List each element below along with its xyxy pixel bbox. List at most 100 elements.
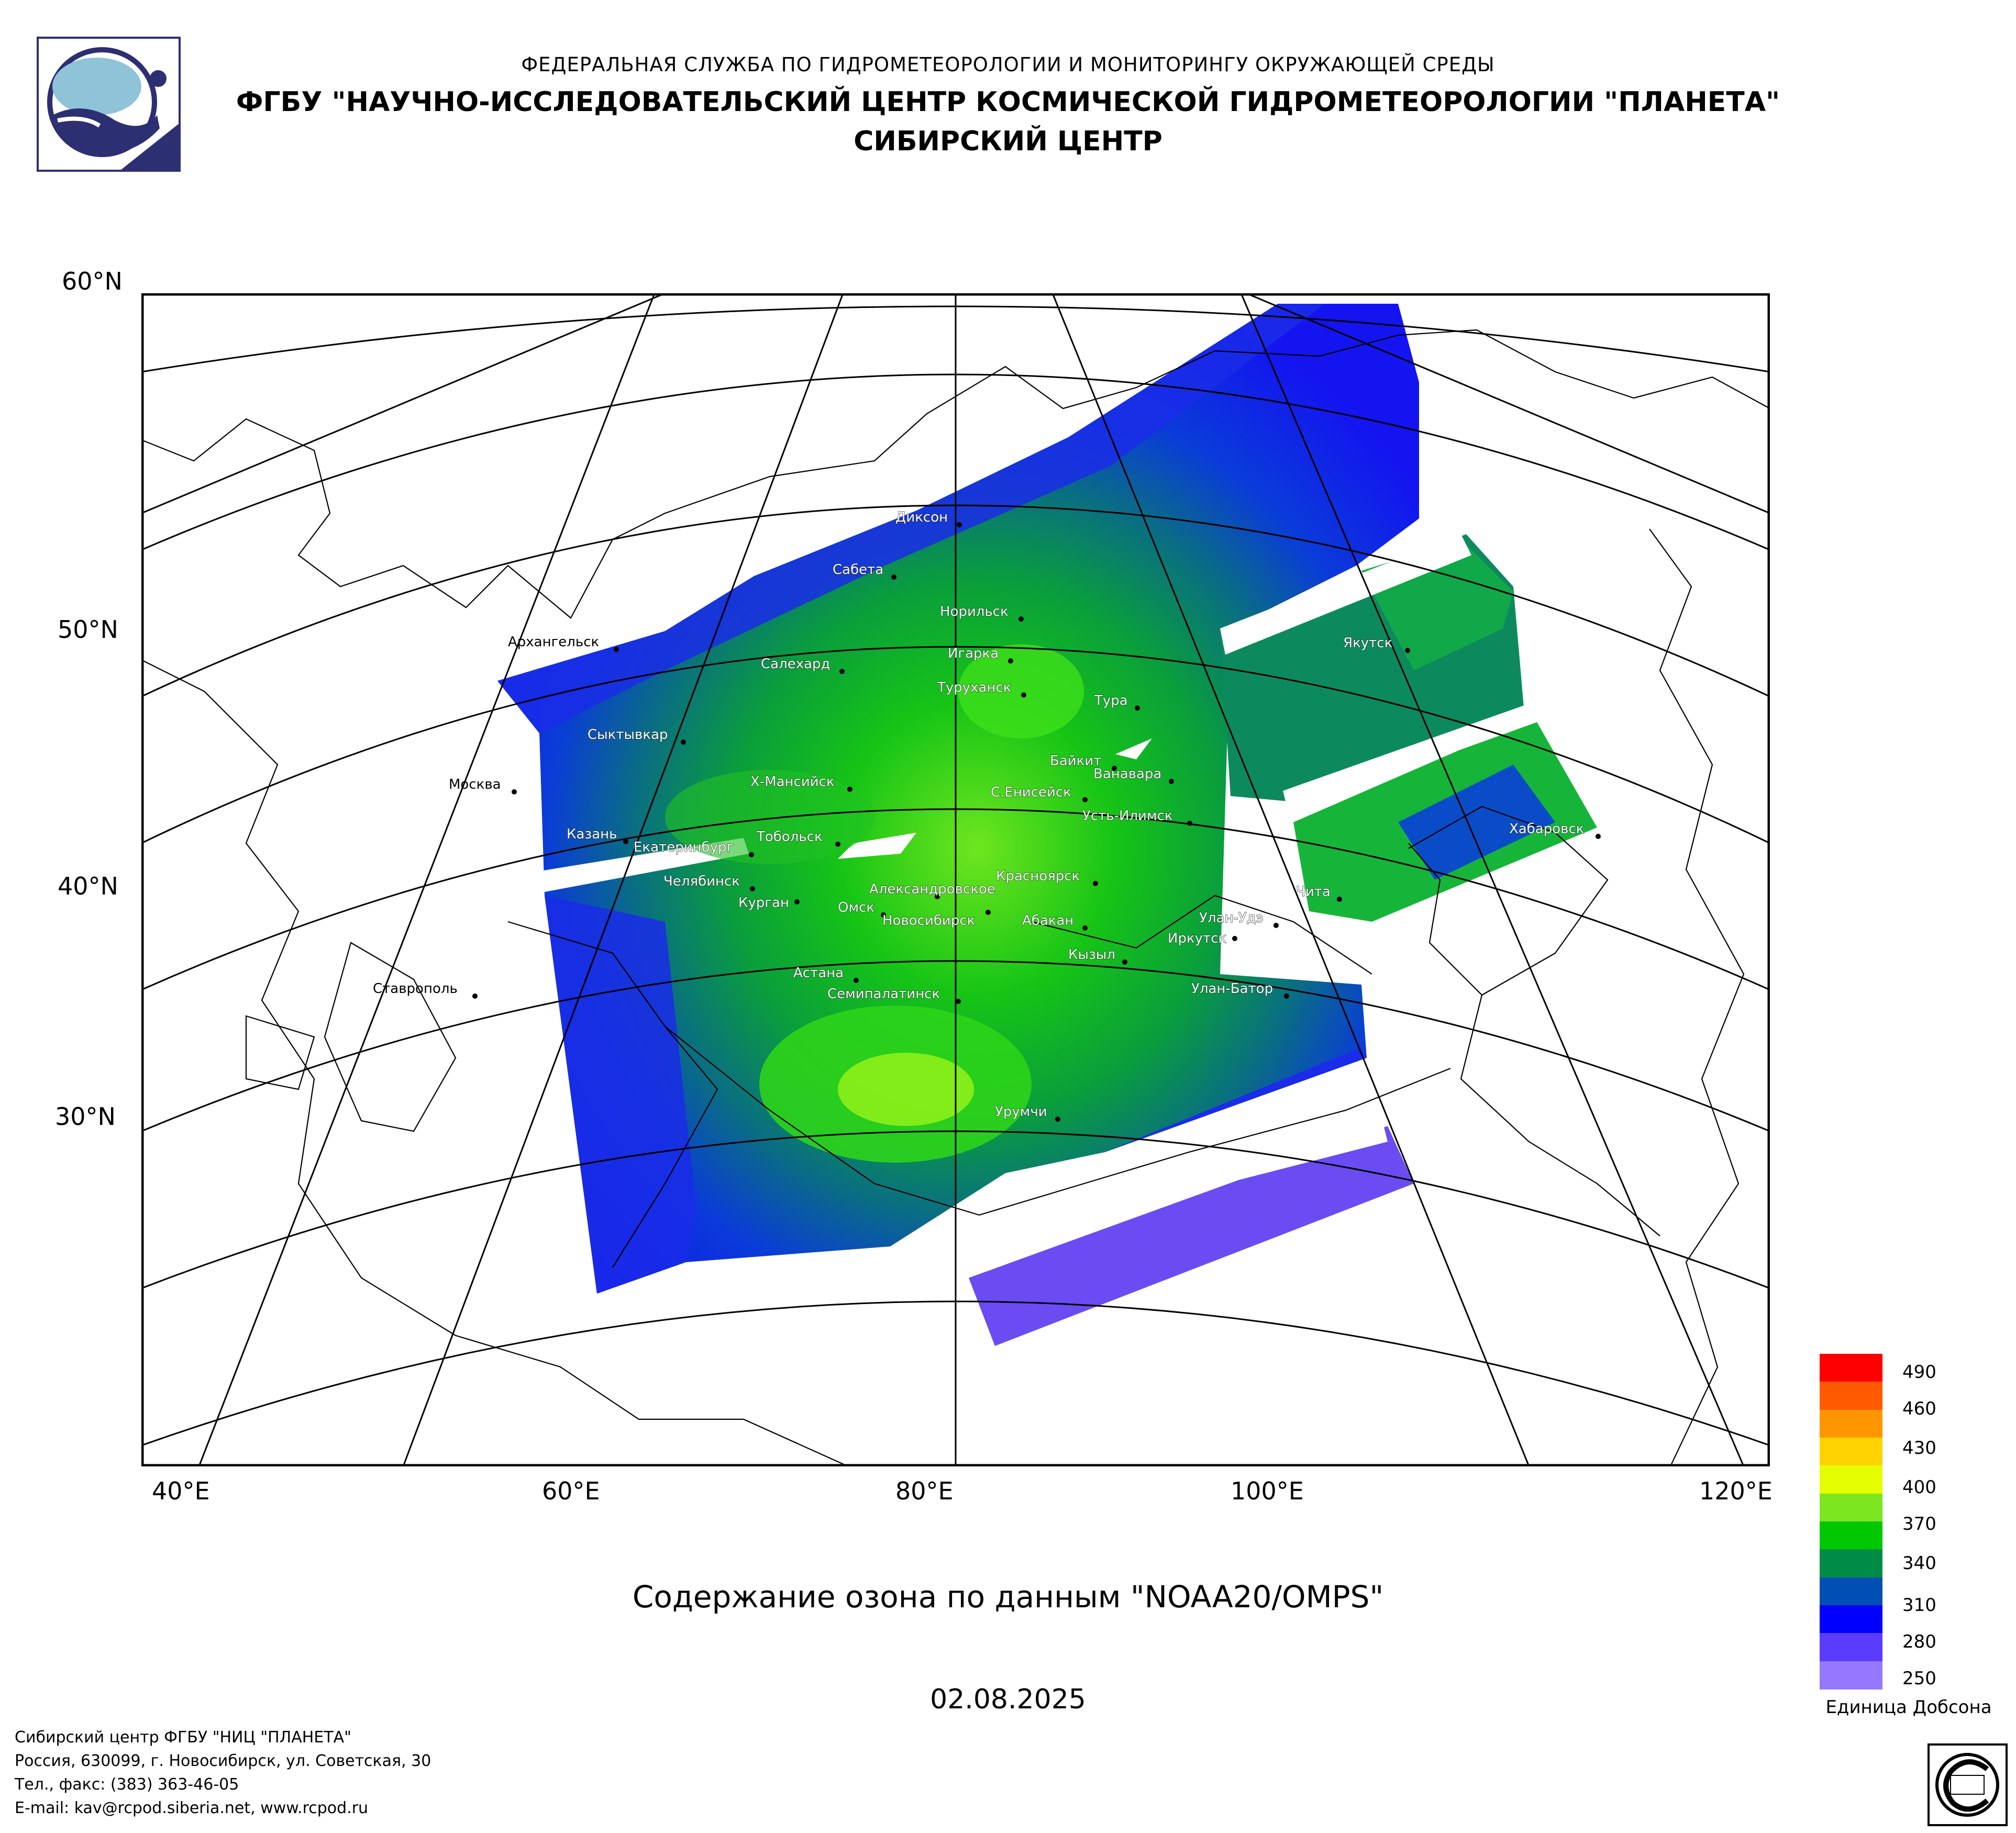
svg-text:Абакан: Абакан (1022, 913, 1073, 929)
city-krasnoyarsk: Красноярск (995, 868, 1098, 886)
city-ulanbator: Улан-Батор (1191, 980, 1289, 999)
colorbar-segment (1820, 1465, 1882, 1494)
ozone-map: Диксон Сабета Норильск Игарка Салехард А… (141, 293, 1770, 1466)
footer-phone: Тел., факс: (383) 363-46-05 (15, 1775, 239, 1794)
legend-tick: 460 (1902, 1398, 1936, 1419)
svg-text:Москва: Москва (449, 777, 501, 792)
svg-text:Архангельск: Архангельск (508, 634, 599, 650)
city-kazan: Казань (566, 826, 628, 844)
svg-text:Ванавара: Ванавара (1093, 766, 1161, 782)
city-labels: Диксон Сабета Норильск Игарка Салехард А… (373, 509, 1601, 1122)
city-turukhansk: Туруханск (936, 679, 1026, 698)
color-legend: 490 460 430 400 370 340 310 280 250 Един… (1820, 1354, 1992, 1720)
colorbar-segment (1820, 1549, 1882, 1578)
svg-text:Астана: Астана (793, 965, 844, 981)
planeta-logo (37, 37, 181, 172)
svg-text:Байкит: Байкит (1050, 753, 1101, 769)
svg-text:Урумчи: Урумчи (995, 1104, 1047, 1120)
city-seniseysk: С.Енисейск (990, 784, 1088, 802)
svg-text:Норильск: Норильск (940, 604, 1009, 620)
city-semipalatinsk: Семипалатинск (827, 986, 961, 1004)
svg-text:Екатеринбург: Екатеринбург (634, 840, 734, 855)
header-agency: ФЕДЕРАЛЬНАЯ СЛУЖБА ПО ГИДРОМЕТЕОРОЛОГИИ … (521, 53, 1495, 76)
city-irkutsk: Иркутск (1167, 930, 1237, 947)
city-syktyvkar: Сыктывкар (587, 726, 686, 745)
svg-text:Сабета: Сабета (833, 562, 883, 578)
svg-text:Улан-Батор: Улан-Батор (1191, 981, 1273, 997)
colorbar-segment (1820, 1633, 1882, 1662)
city-khabarovsk: Хабаровск (1509, 821, 1601, 839)
svg-text:Хабаровск: Хабаровск (1509, 821, 1584, 837)
svg-text:Курган: Курган (738, 895, 789, 911)
svg-text:Тура: Тура (1094, 693, 1128, 709)
city-norilsk: Норильск (939, 603, 1024, 622)
lat-label-40: 40°N (58, 872, 118, 900)
svg-text:Кызыл: Кызыл (1068, 947, 1115, 963)
svg-text:Диксон: Диксон (895, 510, 948, 525)
city-ulanude: Улан-Удэ (1199, 910, 1279, 928)
colorbar-segment (1820, 1521, 1882, 1550)
svg-text:Улан-Удэ: Улан-Удэ (1199, 910, 1264, 926)
city-yakutsk: Якутск (1343, 635, 1410, 653)
graticule (141, 293, 1770, 1466)
lat-label-30: 30°N (55, 1102, 116, 1131)
city-khmansiysk: Х-Мансийск (750, 774, 852, 792)
svg-text:Х-Мансийск: Х-Мансийск (750, 774, 835, 790)
city-ustilimsk: Усть-Илимск (1082, 808, 1192, 826)
header-center: СИБИРСКИЙ ЦЕНТР (854, 126, 1162, 157)
city-omsk: Омск (837, 899, 886, 918)
svg-text:Челябинск: Челябинск (663, 874, 740, 889)
city-tura: Тура (1093, 692, 1140, 711)
city-moscow: Москва (449, 777, 517, 794)
svg-text:Ставрополь: Ставрополь (373, 981, 458, 997)
legend-tick: 310 (1902, 1595, 1936, 1616)
svg-text:Казань: Казань (567, 826, 617, 842)
colorbar-segment (1820, 1409, 1882, 1438)
colorbar-segment (1820, 1354, 1882, 1383)
city-abakan: Абакан (1022, 912, 1088, 931)
city-sabeta: Сабета (832, 561, 896, 580)
city-dikson: Диксон (895, 509, 962, 527)
lat-label-50: 50°N (58, 615, 118, 644)
svg-text:Игарка: Игарка (948, 646, 999, 661)
svg-text:Красноярск: Красноярск (996, 868, 1080, 884)
lat-label-60: 60°N (62, 267, 123, 295)
svg-text:Омск: Омск (838, 900, 874, 915)
colorbar-segment (1820, 1605, 1882, 1634)
lon-label-80: 80°E (895, 1477, 954, 1505)
svg-text:С.Енисейск: С.Енисейск (991, 785, 1071, 800)
footer-email-link[interactable]: E-mail: kav@rcpod.siberia.net, www.rcpod… (15, 1799, 369, 1817)
svg-text:Чита: Чита (1296, 884, 1331, 900)
legend-tick: 370 (1902, 1514, 1936, 1534)
city-astana: Астана (793, 965, 859, 983)
legend-tick: 250 (1902, 1668, 1936, 1689)
city-urumchi: Урумчи (994, 1103, 1060, 1122)
lon-label-60: 60°E (542, 1477, 600, 1505)
legend-unit: Единица Добсона (1825, 1697, 1992, 1718)
city-baykit: Байкит (1049, 753, 1117, 771)
legend-tick: 340 (1902, 1553, 1936, 1574)
city-stavropol: Ставрополь (373, 981, 478, 999)
colorbar-segment (1820, 1438, 1882, 1466)
map-date: 02.08.2025 (930, 1684, 1086, 1715)
city-kurgan: Курган (738, 895, 800, 911)
city-chita: Чита (1295, 884, 1342, 902)
colorbar-segment (1820, 1661, 1882, 1690)
city-novosibirsk: Новосибирск (882, 910, 991, 929)
svg-text:Салехард: Салехард (761, 656, 830, 672)
svg-text:Усть-Илимск: Усть-Илимск (1082, 808, 1173, 824)
colorbar-segment (1820, 1577, 1882, 1606)
map-subtitle: Содержание озона по данным "NOAA20/OMPS" (632, 1579, 1384, 1615)
legend-tick: 490 (1902, 1362, 1936, 1383)
svg-text:Якутск: Якутск (1343, 635, 1392, 651)
svg-text:Семипалатинск: Семипалатинск (827, 986, 940, 1002)
colorbar (1820, 1354, 1882, 1690)
city-arkhangelsk: Архангельск (508, 634, 619, 652)
svg-text:Тобольск: Тобольск (756, 829, 823, 845)
header-institute: ФГБУ "НАУЧНО-ИССЛЕДОВАТЕЛЬСКИЙ ЦЕНТР КОС… (236, 86, 1780, 118)
colorbar-segment (1820, 1382, 1882, 1410)
city-aleksandrovskoe: Александровское (869, 881, 996, 899)
lon-label-40: 40°E (152, 1477, 210, 1505)
legend-tick: 430 (1902, 1438, 1936, 1459)
